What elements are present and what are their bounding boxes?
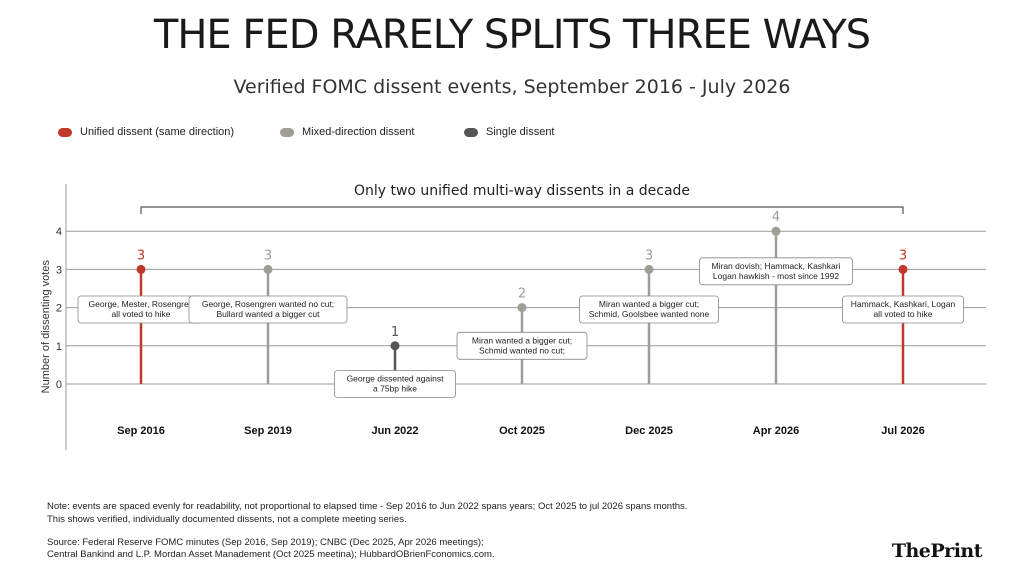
x-tick-label-jul-2026: Jul 2026 — [881, 425, 924, 437]
annotation-box-oct-2025 — [456, 331, 588, 360]
annotation-text-apr-2026-2: Logan hawkish - most since 1992 — [713, 271, 839, 281]
dissent-chart: 0 1 2 3 4 Number of dissenting votes Only two … — [40, 183, 986, 450]
sources: Source: Federal Reserve FOMC minutes (Se… — [47, 537, 495, 561]
footnote-2: This shows verified, individually docume… — [47, 514, 407, 525]
legend-swatch-unified — [58, 127, 72, 137]
point-jun-2022 — [390, 341, 400, 351]
chart-subtitle: Verified FOMC dissent events, September … — [233, 76, 791, 98]
annotation-text-dec-2025-1: Miran wanted a bigger cut; — [599, 299, 699, 309]
x-tick-label-apr-2026: Apr 2026 — [753, 425, 799, 437]
annotation-text-jun-2022-2: a 75bp hike — [373, 384, 417, 394]
annotation-box-jul-2026 — [842, 295, 964, 324]
legend-label-unified: Unified dissent (same direction) — [80, 126, 235, 138]
legend-item-single: Single dissent — [464, 126, 555, 138]
point-jul-2026 — [898, 264, 908, 274]
legend-item-unified: Unified dissent (same direction) — [58, 126, 234, 138]
brand-print: Print — [930, 540, 982, 562]
x-tick-label-oct-2025: Oct 2025 — [499, 425, 545, 437]
footnote-1: Note: events are spaced evenly for reada… — [47, 501, 688, 512]
x-tick-label-sep-2016: Sep 2016 — [117, 425, 165, 437]
value-label-sep-2016: 3 — [137, 248, 145, 263]
point-oct-2025 — [517, 303, 527, 313]
annotation-text-sep-2019-1: George, Rosengren wanted no cut; — [202, 299, 334, 309]
annotation-text-sep-2016-2: all voted to hike — [111, 309, 170, 319]
bracket-label: Only two unified multi-way dissents in a… — [354, 183, 690, 199]
x-tick-label-dec-2025: Dec 2025 — [625, 425, 673, 437]
annotation-text-apr-2026-1: Miran dovish; Hammack, Kashkari — [712, 261, 841, 271]
value-label-apr-2026: 4 — [772, 210, 780, 225]
y-tick-label-0: 0 — [56, 379, 62, 391]
y-tick-label-1: 1 — [56, 341, 62, 353]
point-sep-2016 — [136, 264, 146, 274]
y-axis-label: Number of dissenting votes — [40, 260, 52, 394]
point-sep-2019 — [263, 264, 273, 274]
point-apr-2026 — [771, 226, 781, 236]
source-line-1: Source: Federal Reserve FOMC minutes (Se… — [47, 537, 484, 548]
annotation-box-jun-2022 — [334, 370, 456, 398]
y-tick-label-3: 3 — [56, 264, 62, 276]
value-label-jul-2026: 3 — [899, 248, 907, 263]
annotation-text-oct-2025-1: Miran wanted a bigger cut; — [472, 335, 572, 345]
bracket — [140, 206, 904, 214]
annotation-text-sep-2019-2: Bullard wanted a bigger cut — [216, 309, 320, 319]
annotation-text-jun-2022-1: George dissented against — [347, 374, 445, 384]
point-dec-2025 — [644, 264, 654, 274]
legend-label-single: Single dissent — [486, 126, 555, 138]
annotation-text-jul-2026-2: all voted to hike — [873, 309, 932, 319]
annotation-text-dec-2025-2: Schmid, Goolsbee wanted none — [589, 309, 710, 319]
value-label-jun-2022: 1 — [391, 325, 399, 340]
y-tick-label-4: 4 — [56, 226, 62, 238]
annotation-text-jul-2026-1: Hammack, Kashkari, Logan — [851, 299, 956, 309]
brand-the: The — [891, 540, 931, 562]
source-line-2: Central Bankind and L.P. Mordan Asset Ma… — [47, 549, 495, 560]
annotation-box-dec-2025 — [579, 295, 719, 324]
value-label-oct-2025: 2 — [518, 287, 526, 302]
x-tick-label-sep-2019: Sep 2019 — [244, 425, 292, 437]
annotation-text-oct-2025-2: Schmid wanted no cut; — [479, 345, 565, 355]
value-label-sep-2019: 3 — [264, 248, 272, 263]
legend-swatch-mixed — [280, 127, 294, 137]
x-tick-label-jun-2022: Jun 2022 — [371, 425, 418, 437]
legend-label-mixed: Mixed-direction dissent — [302, 126, 415, 138]
chart-title: THE FED RARELY SPLITS THREE WAYS — [153, 12, 871, 58]
brand-logo: ThePrint — [891, 540, 983, 562]
annotation-box-sep-2019 — [188, 295, 348, 324]
legend-swatch-single — [464, 127, 478, 137]
annotation-text-sep-2016-1: George, Mester, Rosengren — [89, 299, 194, 309]
legend-item-mixed: Mixed-direction dissent — [280, 126, 415, 138]
footnotes: Note: events are spaced evenly for reada… — [47, 500, 687, 526]
value-label-dec-2025: 3 — [645, 248, 653, 263]
annotation-box-apr-2026 — [699, 257, 853, 286]
y-tick-label-2: 2 — [56, 303, 62, 315]
